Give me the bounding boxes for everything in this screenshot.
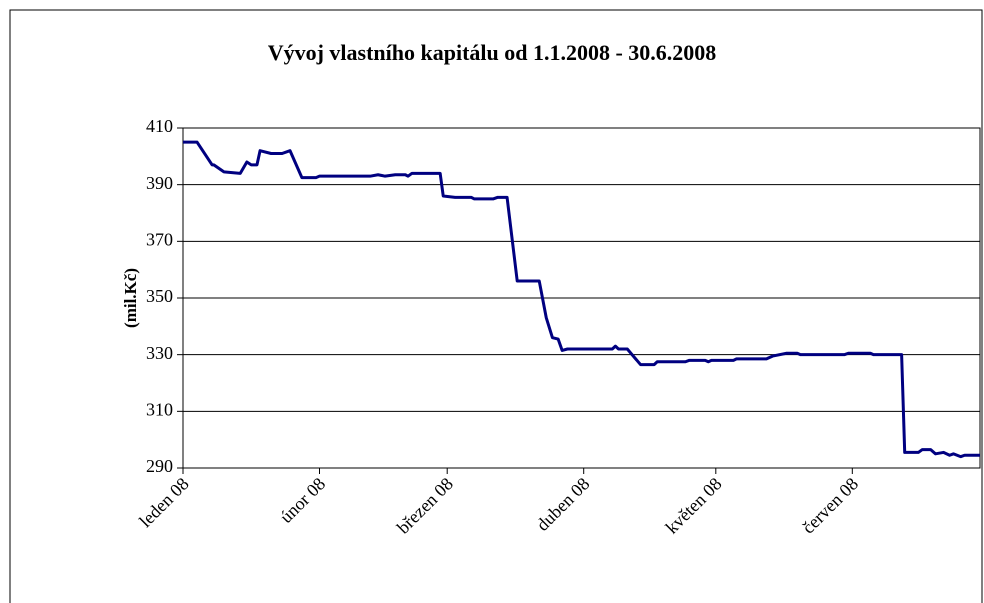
- plot-border: [182, 127, 981, 469]
- y-tick-label: 370: [146, 229, 173, 249]
- y-axis-label: (mil.Kč): [121, 268, 140, 328]
- y-tick-label: 310: [146, 399, 173, 419]
- y-tick-label: 330: [146, 343, 173, 363]
- y-tick-label: 290: [146, 456, 173, 476]
- y-tick-label: 350: [146, 286, 173, 306]
- y-tick-label: 390: [146, 173, 173, 193]
- y-tick-label: 410: [146, 116, 173, 136]
- chart-border: [9, 9, 983, 603]
- chart-title: Vývoj vlastního kapitálu od 1.1.2008 - 3…: [268, 40, 717, 65]
- data-line: [183, 140, 980, 459]
